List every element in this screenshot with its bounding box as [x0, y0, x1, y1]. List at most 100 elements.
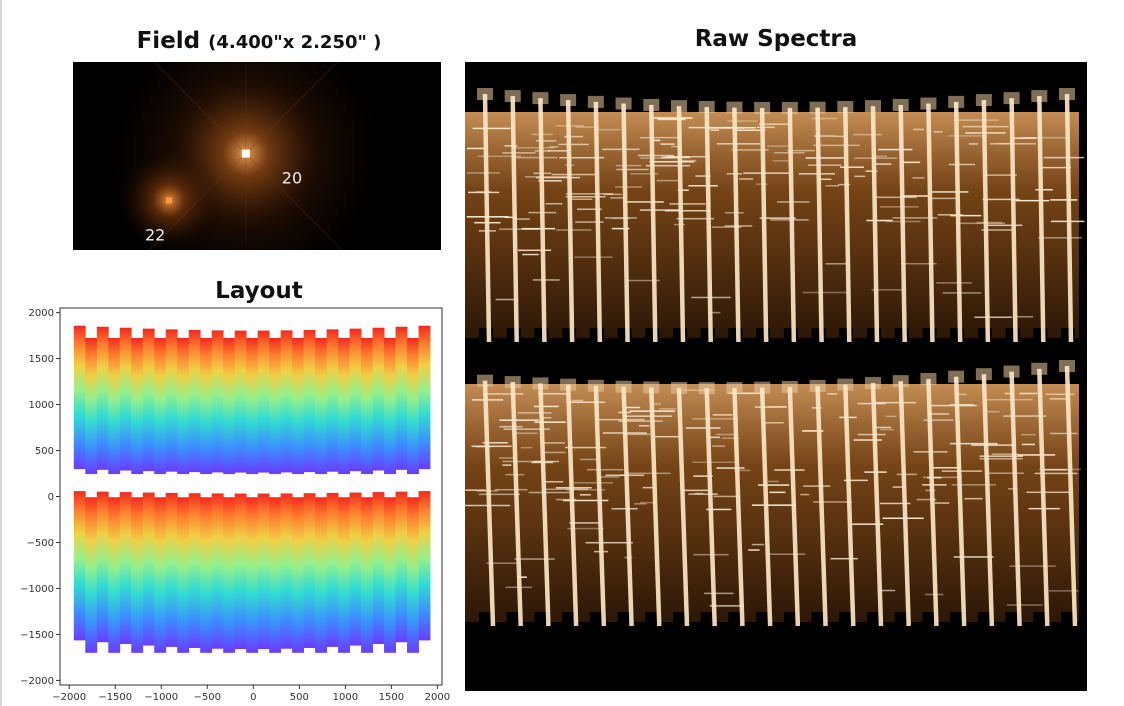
- bottom-margin: [465, 646, 1087, 691]
- emission-line: [900, 262, 937, 265]
- field-title-size: (4.400"x 2.250" ): [208, 32, 382, 53]
- emission-line: [770, 219, 809, 221]
- emission-line: [565, 446, 607, 449]
- emission-line: [948, 135, 984, 137]
- emission-line: [565, 489, 606, 491]
- frame-border: [0, 0, 2, 706]
- slit-notch: [589, 612, 604, 636]
- emission-line: [892, 217, 938, 219]
- emission-line: [991, 453, 1019, 455]
- emission-line: [953, 556, 994, 558]
- slit-notch: [811, 612, 826, 636]
- emission-line: [502, 460, 544, 463]
- emission-line: [879, 589, 896, 592]
- emission-line: [933, 131, 943, 133]
- emission-line: [567, 527, 604, 530]
- emission-line: [838, 183, 850, 186]
- emission-line: [748, 549, 760, 551]
- slit-notch: [534, 612, 549, 636]
- emission-line: [661, 156, 690, 159]
- emission-line: [472, 127, 511, 130]
- emission-line: [618, 420, 663, 422]
- emission-line: [727, 120, 758, 122]
- emission-line: [569, 522, 602, 524]
- trace-cap: [726, 101, 743, 114]
- spectral-trace: [676, 106, 686, 343]
- emission-line: [664, 209, 711, 212]
- y-tick-label: −2000: [20, 676, 54, 687]
- emission-line: [932, 467, 960, 469]
- x-tick-label: −1000: [144, 692, 178, 703]
- slit-column: [257, 493, 270, 650]
- emission-line: [503, 428, 551, 430]
- emission-line: [1015, 315, 1034, 318]
- emission-line: [768, 406, 787, 408]
- trace-cap: [1031, 362, 1048, 375]
- emission-line: [852, 523, 884, 525]
- emission-line: [751, 543, 764, 546]
- slit-column: [246, 497, 259, 653]
- emission-line: [731, 149, 769, 151]
- emission-line: [1020, 136, 1068, 139]
- emission-line: [802, 430, 824, 432]
- trace-cap: [809, 379, 826, 392]
- slit-column: [292, 497, 305, 653]
- emission-line: [575, 126, 596, 128]
- emission-line: [630, 172, 659, 175]
- emission-line: [533, 405, 559, 408]
- emission-line: [638, 425, 650, 427]
- slit-column: [315, 497, 328, 653]
- spectral-trace: [981, 374, 995, 627]
- spectra-tier-2: [465, 360, 1082, 636]
- slit-column: [96, 491, 109, 643]
- emission-line: [660, 143, 675, 145]
- emission-line: [743, 172, 789, 174]
- slit-column: [131, 497, 144, 653]
- emission-line: [875, 163, 892, 165]
- emission-line: [738, 178, 754, 180]
- emission-line: [575, 221, 604, 223]
- emission-line: [1049, 398, 1070, 400]
- emission-line: [937, 214, 963, 216]
- slit-column: [165, 492, 178, 647]
- slit-column: [188, 493, 201, 648]
- field-title-main: Field: [136, 28, 201, 54]
- emission-line: [931, 191, 969, 193]
- emission-line: [628, 279, 661, 282]
- emission-line: [713, 495, 740, 498]
- emission-line: [827, 393, 838, 395]
- emission-line: [659, 408, 677, 410]
- slit-column: [246, 337, 259, 475]
- emission-line: [522, 253, 539, 256]
- slit-column: [326, 329, 339, 472]
- emission-line: [579, 458, 599, 461]
- emission-line: [951, 484, 996, 486]
- emission-line: [585, 541, 633, 544]
- emission-line: [514, 147, 556, 149]
- spectral-trace: [953, 101, 963, 343]
- emission-line: [677, 189, 689, 191]
- emission-line: [1050, 199, 1078, 201]
- y-tick-label: −1500: [20, 630, 54, 641]
- emission-line: [1021, 443, 1035, 446]
- emission-line: [576, 208, 602, 211]
- emission-line: [968, 143, 978, 145]
- spectra-tier-1: [465, 88, 1085, 352]
- spectral-trace: [510, 382, 523, 627]
- emission-line: [543, 442, 566, 444]
- slit-notch: [894, 612, 909, 636]
- emission-line: [565, 193, 614, 195]
- spectral-trace: [1009, 371, 1022, 627]
- slit-notch: [617, 612, 632, 636]
- slit-notch: [922, 612, 937, 636]
- emission-line: [803, 485, 831, 487]
- emission-line: [579, 494, 591, 496]
- emission-line: [949, 403, 974, 406]
- emission-line: [616, 168, 649, 171]
- x-tick-label: 500: [290, 692, 309, 703]
- emission-line: [574, 256, 613, 258]
- spectral-trace: [815, 385, 828, 627]
- slit-notch: [977, 612, 992, 636]
- emission-line: [766, 145, 789, 147]
